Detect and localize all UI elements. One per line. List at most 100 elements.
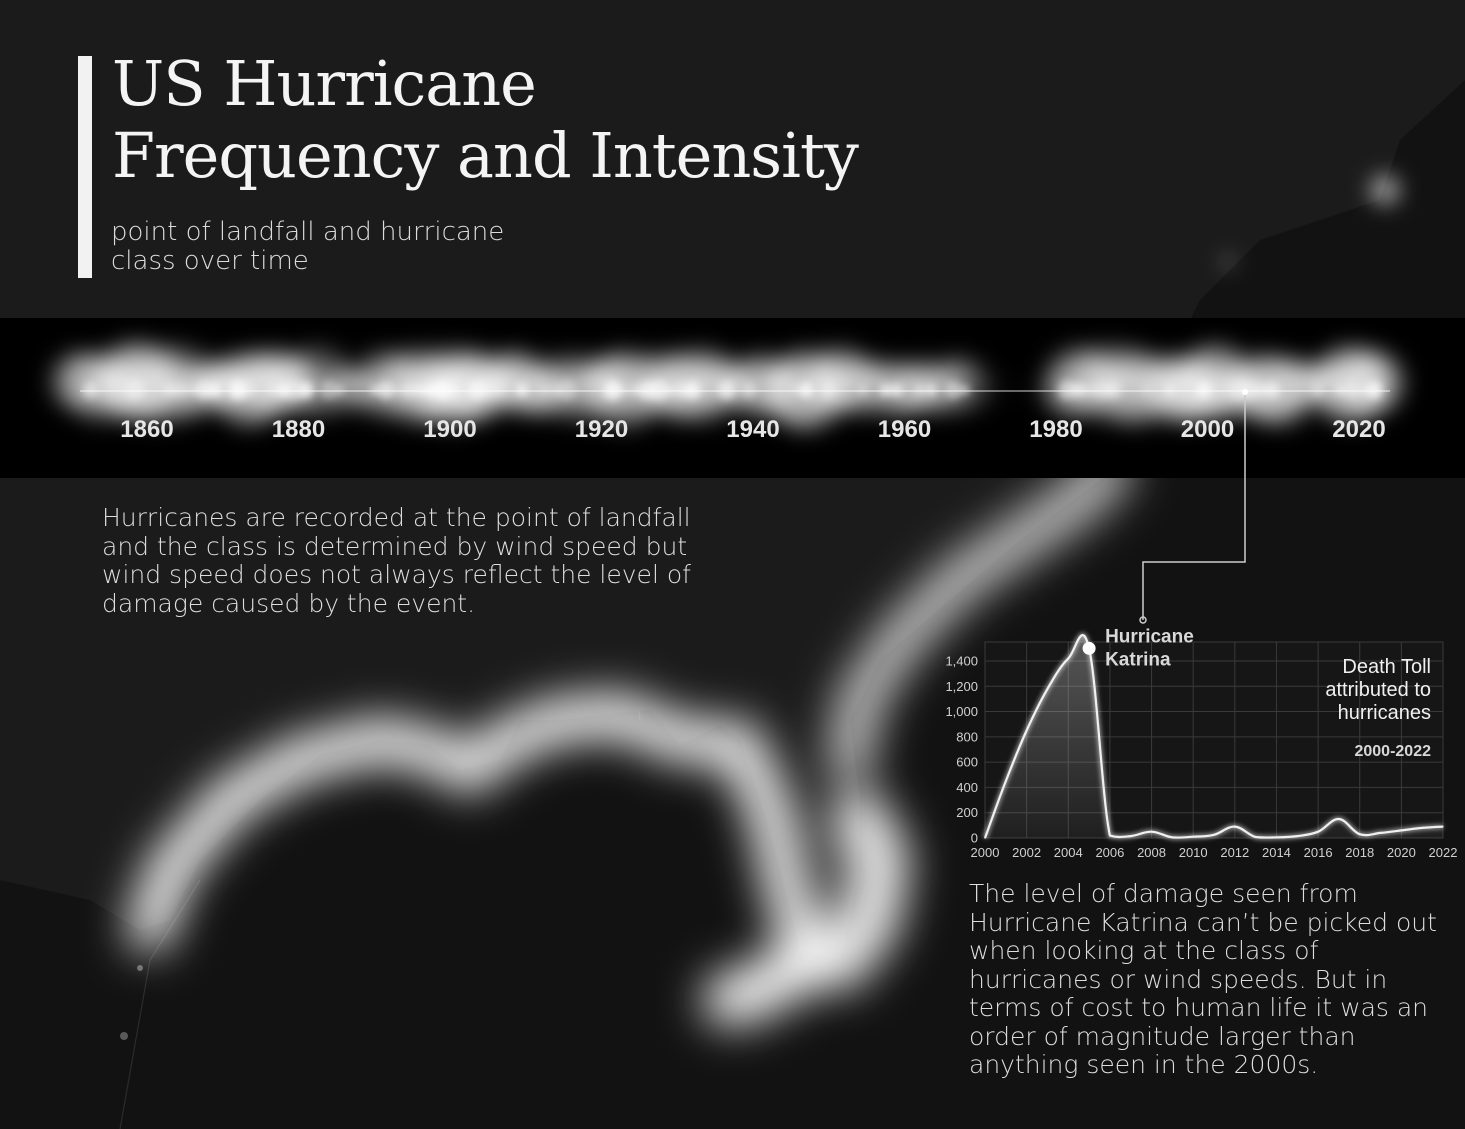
timeline-glow-core-blob — [401, 383, 415, 397]
chart-title-line: hurricanes — [1338, 702, 1431, 724]
chart-point-2004 — [1067, 657, 1070, 660]
chart-y-tick-label: 1,200 — [945, 679, 978, 694]
timeline-glow-core-blob — [890, 383, 904, 397]
timeline-tick-label-1860: 1860 — [120, 416, 173, 443]
chart-point-2014 — [1275, 836, 1278, 839]
timeline-glow-core-blob — [960, 385, 970, 395]
timeline-glow-core-blob — [267, 385, 277, 395]
chart-x-tick-label: 2010 — [1179, 845, 1208, 860]
timeline-glow-blob — [1005, 375, 1017, 387]
chart-y-tick-label: 0 — [971, 831, 978, 846]
timeline-glow-core-blob — [664, 385, 675, 395]
chart-y-tick-labels: 0 200 400 600 800 1,000 1,200 1,400 — [945, 653, 978, 845]
timeline-glow-core-blob — [1365, 381, 1383, 399]
timeline-glow-blob — [938, 358, 993, 413]
timeline-glow-core-blob — [619, 385, 629, 395]
timeline-glow-core-blob — [187, 385, 198, 395]
timeline-glow-core-blob — [493, 384, 506, 396]
chart-point-2021 — [1421, 827, 1423, 829]
chart-x-tick-label: 2000 — [971, 845, 1000, 860]
katrina-annotation-line: Hurricane — [1105, 626, 1194, 647]
timeline-glow-core-blob — [1343, 382, 1360, 398]
timeline-glow-core-blob — [208, 383, 222, 397]
timeline-glow-core-blob — [1071, 382, 1087, 398]
timeline-glow-core-blob — [467, 380, 486, 400]
chart-point-2009 — [1171, 836, 1174, 839]
chart-y-tick-label: 800 — [956, 729, 978, 744]
chart-title-line: Death Toll — [1342, 656, 1431, 678]
timeline-tick-label-1900: 1900 — [423, 416, 476, 443]
chart-point-2010 — [1192, 835, 1194, 838]
chart-point-2002 — [1025, 729, 1028, 732]
katrina-text: The level of damage seen from Hurricane … — [969, 879, 1437, 1079]
timeline-glow-core-blob — [195, 381, 212, 399]
timeline-tick-label-1920: 1920 — [575, 416, 628, 443]
chart-point-2000 — [984, 837, 986, 839]
timeline-glow-core-blob — [1142, 385, 1151, 395]
chart-y-tick-label: 600 — [956, 755, 978, 770]
timeline-glow-core-blob — [821, 382, 837, 398]
chart-point-2007 — [1129, 835, 1132, 837]
katrina-annotation-line: Katrina — [1105, 649, 1171, 670]
texas-points — [120, 965, 143, 1040]
chart-series-line — [983, 634, 1444, 839]
timeline-glow-core-blob — [163, 383, 176, 397]
chart-y-tick-label: 1,400 — [945, 653, 978, 668]
katrina-annotation: Hurricane Katrina — [1105, 626, 1194, 670]
chart-point-2019 — [1379, 832, 1382, 834]
timeline-glow-core-blob — [125, 380, 146, 400]
chart-x-tick-label: 2016 — [1304, 845, 1333, 860]
timeline-glow-core-blob — [789, 384, 800, 396]
timeline-glow-core — [82, 380, 1383, 400]
timeline-glow-blob — [1027, 384, 1039, 396]
timeline-glow-core-blob — [1335, 385, 1345, 395]
timeline-glow-core-blob — [540, 385, 550, 395]
chart-title-line: attributed to — [1325, 679, 1431, 701]
timeline-glow-core-blob — [741, 382, 757, 398]
timeline-tick-label-2020: 2020 — [1332, 416, 1385, 443]
timeline-glow-core-blob — [516, 384, 528, 396]
timeline-glow-core-blob — [1105, 382, 1121, 398]
timeline-glow-core-blob — [1263, 381, 1281, 399]
chart-title: Death Toll attributed to hurricanes — [1325, 656, 1431, 724]
page-subtitle: point of landfall and hurricane class ov… — [111, 217, 505, 276]
timeline-glow-core-blob — [558, 380, 577, 400]
northeast-glow — [1222, 174, 1401, 268]
chart-point-2012 — [1234, 825, 1236, 828]
landfall-timeline: 1860 1880 1900 1920 1940 1960 1980 2000 2020 — [50, 342, 1406, 443]
timeline-glow-core-blob — [629, 384, 642, 396]
timeline-glow-core-blob — [433, 381, 452, 399]
timeline-glow-core-blob — [1253, 382, 1268, 398]
chart-y-tick-label: 400 — [956, 780, 978, 795]
timeline-glow-core-blob — [1083, 383, 1097, 397]
timeline-glow-core-blob — [392, 385, 402, 395]
timeline-tick-label-1960: 1960 — [878, 416, 931, 443]
page-title: US Hurricane Frequency and Intensity — [112, 47, 859, 192]
chart-point-2006 — [1109, 834, 1111, 837]
chart-x-tick-label: 2012 — [1220, 845, 1249, 860]
timeline-glow-core-blob — [683, 381, 701, 399]
chart-x-tick-label: 2006 — [1095, 845, 1124, 860]
chart-point-2013 — [1254, 836, 1257, 838]
timeline-glow-blob — [982, 382, 994, 394]
chart-x-tick-label: 2008 — [1137, 845, 1166, 860]
chart-point-2022 — [1442, 825, 1444, 828]
landmass — [0, 0, 1465, 960]
katrina-highlight-point — [1082, 641, 1096, 655]
timeline-glow-core-blob — [479, 382, 496, 398]
chart-area-fill — [985, 635, 1443, 838]
chart-points — [984, 647, 1444, 839]
timeline-glow-core-blob — [925, 384, 937, 396]
timeline-glow-core-blob — [1058, 380, 1077, 400]
timeline-glow-core-blob — [447, 383, 461, 397]
chart-x-tick-label: 2014 — [1262, 845, 1291, 860]
timeline-glow-core-blob — [798, 382, 814, 398]
timeline-tick-label-1880: 1880 — [272, 416, 325, 443]
timeline-tick-label-2000: 2000 — [1181, 416, 1234, 443]
chart-x-tick-label: 2018 — [1345, 845, 1374, 860]
title-accent-bar — [78, 56, 92, 278]
chart-x-tick-label: 2004 — [1054, 845, 1083, 860]
chart-y-tick-label: 1,000 — [945, 704, 978, 719]
timeline-glow-core-blob — [377, 381, 394, 399]
